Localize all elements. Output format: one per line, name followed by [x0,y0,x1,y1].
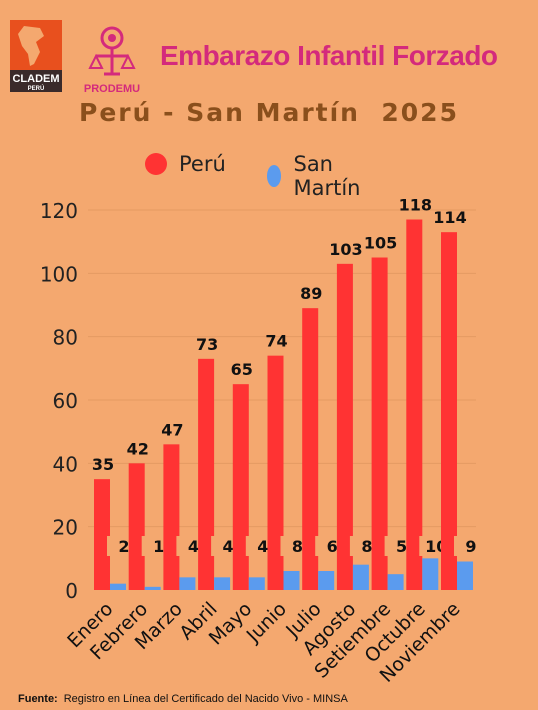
data-label-bg [349,536,372,556]
data-label-san-martin: 4 [257,537,268,556]
bar-san-martin [110,583,126,590]
bar-san-martin [387,574,404,590]
bar-san-martin [144,586,161,590]
cladem-logo-subtext: PERÚ [28,85,45,92]
legend-item-san-martin: San Martín [267,152,368,200]
data-label-peru: 89 [300,284,322,303]
y-tick-label: 20 [53,516,78,540]
bar-san-martin [457,561,473,590]
bar-peru [302,308,319,590]
bar-peru [198,358,215,590]
prodemu-logo-text: PRODEMU [84,83,140,94]
source-label: Fuente: [18,693,58,705]
bar-peru [441,232,457,590]
data-label-bg [141,536,164,556]
bar-san-martin [179,577,196,590]
y-tick-label: 80 [53,326,78,350]
data-label-bg [211,536,234,556]
bar-san-martin [422,558,439,590]
bar-peru [371,257,388,590]
cladem-logo: CLADEM PERÚ [10,20,62,92]
data-label-bg [454,536,476,556]
source-text: Registro en Línea del Certificado del Na… [63,693,348,705]
bar-peru [94,479,110,590]
data-label-peru: 118 [399,196,432,215]
legend-swatch-san-martin [267,165,282,187]
data-label-bg [245,536,268,556]
data-label-bg [315,536,338,556]
cladem-logo-text: CLADEM [12,73,59,85]
y-tick-label: 60 [53,389,78,413]
data-label-peru: 65 [231,360,253,379]
x-tick-label: Junio [242,598,291,647]
data-label-bg [176,536,199,556]
data-label-san-martin: 5 [396,537,407,556]
data-label-peru: 74 [265,332,287,351]
data-label-san-martin: 8 [292,537,303,556]
data-label-peru: 42 [127,439,149,458]
bar-san-martin [248,577,265,590]
legend-label-peru: Perú [179,152,226,176]
chart-title: Perú - San Martín 2025 [79,98,459,127]
bar-san-martin [214,577,231,590]
data-label-peru: 73 [196,335,218,354]
data-label-bg [419,536,442,556]
data-label-bg [384,536,407,556]
bar-san-martin [318,571,335,590]
data-label-peru: 103 [329,240,362,259]
data-label-peru: 114 [433,208,466,227]
bar-peru [336,263,353,590]
bar-san-martin [283,571,300,590]
data-label-san-martin: 9 [465,537,476,556]
source-footer: Fuente: Registro en Línea del Certificado… [18,693,348,705]
data-label-peru: 47 [161,420,183,439]
bar-peru [406,219,423,590]
legend-label-san-martin: San Martín [293,152,361,200]
data-label-bg [107,536,129,556]
data-label-san-martin: 8 [361,537,372,556]
legend-swatch-peru [145,153,167,175]
bar-peru [128,463,145,590]
page-title: Embarazo Infantil Forzado [160,40,498,71]
data-label-san-martin: 2 [118,537,129,556]
data-label-peru: 35 [92,455,114,474]
legend-item-peru: Perú [145,152,226,176]
bar-peru [163,444,180,590]
y-tick-label: 120 [40,199,78,223]
bar-san-martin [352,564,369,590]
data-label-bg [280,536,303,556]
data-label-san-martin: 4 [223,537,234,556]
data-label-san-martin: 4 [188,537,199,556]
data-label-peru: 105 [364,234,397,253]
bar-chart: 020406080100120352Enero421Febrero474Marz… [40,196,477,687]
prodemu-logo: PRODEMU [84,26,140,94]
bar-peru [232,384,249,590]
data-label-san-martin: 1 [153,537,164,556]
bar-peru [267,355,284,590]
y-tick-label: 100 [40,262,78,286]
y-tick-label: 0 [65,579,78,603]
y-tick-label: 40 [53,452,78,476]
data-label-san-martin: 6 [327,537,338,556]
